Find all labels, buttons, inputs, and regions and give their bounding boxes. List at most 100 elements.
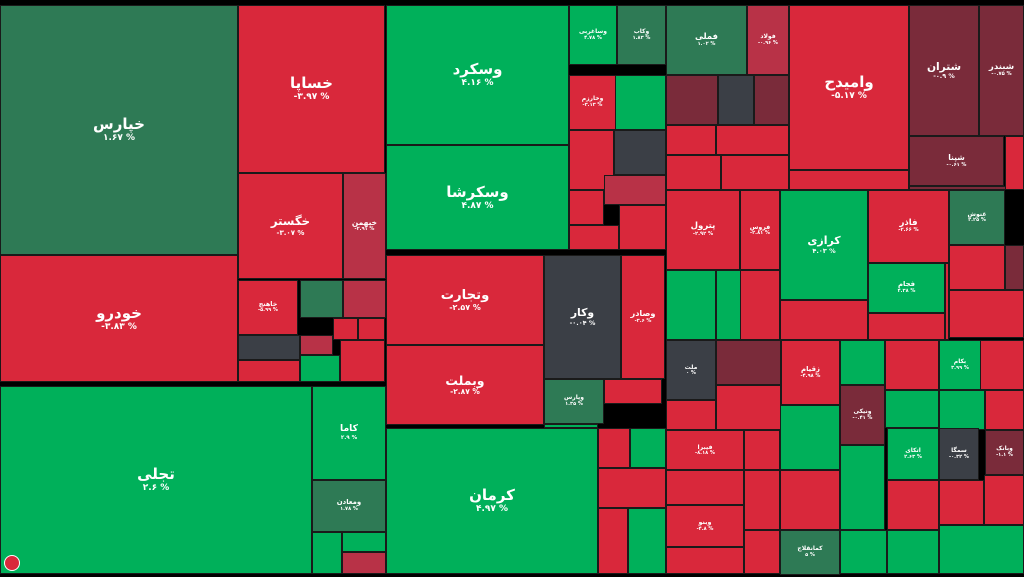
symbol-tile[interactable]: ومعادن ۱.۷۸ %: [312, 480, 386, 532]
minor-symbol-tile[interactable]: [740, 270, 780, 340]
symbol-tile[interactable]: فیبرا -۸.۱۸ %: [666, 430, 744, 470]
minor-symbol-tile[interactable]: [754, 75, 789, 125]
minor-symbol-tile[interactable]: [598, 428, 630, 468]
minor-symbol-tile[interactable]: [780, 300, 868, 340]
symbol-tile[interactable]: شتران -۰.۹ %: [909, 5, 979, 136]
minor-symbol-tile[interactable]: [343, 280, 386, 318]
minor-symbol-tile[interactable]: [718, 75, 754, 125]
minor-symbol-tile[interactable]: [945, 263, 949, 340]
minor-symbol-tile[interactable]: [887, 480, 939, 530]
minor-symbol-tile[interactable]: [780, 470, 840, 530]
minor-symbol-tile[interactable]: [780, 405, 840, 470]
minor-symbol-tile[interactable]: [1005, 245, 1024, 290]
minor-symbol-tile[interactable]: [666, 270, 716, 340]
symbol-tile[interactable]: خودرو -۳.۸۳ %: [0, 255, 238, 382]
symbol-tile[interactable]: وساغربی ۴.۷۸ %: [569, 5, 617, 65]
minor-symbol-tile[interactable]: [604, 379, 662, 404]
symbol-tile[interactable]: فروس -۲.۸۱ %: [740, 190, 780, 270]
minor-symbol-tile[interactable]: [312, 532, 342, 574]
minor-symbol-tile[interactable]: [721, 155, 789, 190]
minor-symbol-tile[interactable]: [939, 525, 1024, 574]
symbol-tile[interactable]: فجام ۴.۳۸ %: [868, 263, 945, 313]
symbol-tile[interactable]: وکاب ۱.۸۳ %: [617, 5, 666, 65]
minor-symbol-tile[interactable]: [238, 360, 300, 382]
symbol-tile[interactable]: وصادر -۳.۶ %: [621, 255, 665, 379]
minor-symbol-tile[interactable]: [949, 290, 1024, 338]
symbol-tile[interactable]: خبهمن -۲.۹۱ %: [343, 173, 386, 279]
minor-symbol-tile[interactable]: [300, 280, 343, 318]
symbol-tile[interactable]: فملی ۱.۰۲ %: [666, 5, 747, 75]
minor-symbol-tile[interactable]: [569, 225, 619, 250]
minor-symbol-tile[interactable]: [840, 340, 885, 385]
symbol-tile[interactable]: شپنا -۰.۶۱ %: [909, 136, 1004, 186]
minor-symbol-tile[interactable]: [614, 75, 666, 130]
minor-symbol-tile[interactable]: [614, 130, 666, 175]
symbol-tile[interactable]: کرازی ۴.۰۳ %: [780, 190, 868, 300]
minor-symbol-tile[interactable]: [630, 428, 666, 468]
minor-symbol-tile[interactable]: [340, 340, 385, 382]
minor-symbol-tile[interactable]: [939, 480, 984, 525]
minor-symbol-tile[interactable]: [885, 340, 939, 390]
minor-symbol-tile[interactable]: [598, 508, 628, 574]
minor-symbol-tile[interactable]: [840, 445, 885, 530]
minor-symbol-tile[interactable]: [300, 355, 340, 382]
symbol-tile[interactable]: فاذر -۲.۶۶ %: [868, 190, 949, 263]
symbol-tile[interactable]: بکام ۳.۹۹ %: [939, 340, 981, 390]
symbol-tile[interactable]: خساپا -۳.۹۷ %: [238, 5, 385, 173]
symbol-tile[interactable]: شبندر -۰.۷۵ %: [979, 5, 1024, 136]
minor-symbol-tile[interactable]: [744, 430, 780, 470]
symbol-tile[interactable]: وتجارت -۲.۵۷ %: [386, 255, 544, 345]
symbol-tile[interactable]: وسکرد ۴.۱۶ %: [386, 5, 569, 145]
minor-symbol-tile[interactable]: [358, 318, 385, 340]
symbol-tile[interactable]: وخارزم -۳.۱۳ %: [569, 75, 616, 130]
minor-symbol-tile[interactable]: [569, 190, 604, 225]
symbol-tile[interactable]: ملت ۰ %: [666, 340, 716, 400]
symbol-tile[interactable]: کاما ۲.۹ %: [312, 386, 386, 480]
minor-symbol-tile[interactable]: [666, 125, 716, 155]
symbol-tile[interactable]: وکار -۰.۰۴ %: [544, 255, 621, 379]
minor-symbol-tile[interactable]: [716, 125, 789, 155]
symbol-tile[interactable]: اتکای ۲.۶۳ %: [887, 428, 939, 480]
minor-symbol-tile[interactable]: [885, 390, 939, 428]
symbol-tile[interactable]: خپارس ۱.۶۷ %: [0, 5, 238, 255]
minor-symbol-tile[interactable]: [949, 245, 1005, 290]
minor-symbol-tile[interactable]: [300, 335, 333, 355]
symbol-tile[interactable]: وامیدح -۵.۱۷ %: [789, 5, 909, 170]
minor-symbol-tile[interactable]: [666, 400, 716, 430]
minor-symbol-tile[interactable]: [544, 424, 598, 428]
symbol-tile[interactable]: سمگا -۰.۳۲ %: [939, 428, 979, 480]
minor-symbol-tile[interactable]: [789, 170, 909, 190]
minor-symbol-tile[interactable]: [979, 340, 1024, 390]
symbol-tile[interactable]: زقیام -۴.۹۸ %: [781, 340, 840, 405]
minor-symbol-tile[interactable]: [984, 475, 1024, 525]
minor-symbol-tile[interactable]: [569, 130, 614, 190]
minor-symbol-tile[interactable]: [619, 205, 666, 250]
symbol-tile[interactable]: وبملت -۲.۸۷ %: [386, 345, 544, 425]
minor-symbol-tile[interactable]: [342, 552, 386, 574]
symbol-tile[interactable]: غنوش ۲.۲۵ %: [949, 190, 1005, 245]
symbol-tile[interactable]: پترول -۲.۹۲ %: [666, 190, 740, 270]
minor-symbol-tile[interactable]: [868, 313, 945, 340]
symbol-tile[interactable]: کرمان ۴.۹۷ %: [386, 428, 598, 574]
minor-symbol-tile[interactable]: [744, 470, 780, 530]
minor-symbol-tile[interactable]: [342, 532, 386, 552]
minor-symbol-tile[interactable]: [716, 385, 781, 430]
minor-symbol-tile[interactable]: [887, 530, 939, 574]
symbol-tile[interactable]: ونیکی -۰.۴۱ %: [840, 385, 885, 445]
symbol-tile[interactable]: وسکرشا ۴.۸۷ %: [386, 145, 569, 250]
minor-symbol-tile[interactable]: [604, 175, 666, 205]
minor-symbol-tile[interactable]: [985, 390, 1024, 430]
symbol-tile[interactable]: خاهنج -۵.۹۹ %: [238, 280, 298, 335]
minor-symbol-tile[interactable]: [666, 75, 718, 125]
minor-symbol-tile[interactable]: [666, 470, 744, 505]
symbol-tile[interactable]: خگستر -۳.۰۷ %: [238, 173, 343, 279]
minor-symbol-tile[interactable]: [939, 390, 985, 430]
minor-symbol-tile[interactable]: [628, 508, 666, 574]
symbol-tile[interactable]: فولاد -۰.۹۶ %: [747, 5, 789, 75]
symbol-tile[interactable]: کمانقلاج ۵ %: [780, 530, 840, 575]
minor-symbol-tile[interactable]: [666, 155, 721, 190]
minor-symbol-tile[interactable]: [744, 530, 780, 574]
minor-symbol-tile[interactable]: [238, 335, 300, 360]
minor-symbol-tile[interactable]: [598, 468, 666, 508]
minor-symbol-tile[interactable]: [1005, 136, 1024, 190]
